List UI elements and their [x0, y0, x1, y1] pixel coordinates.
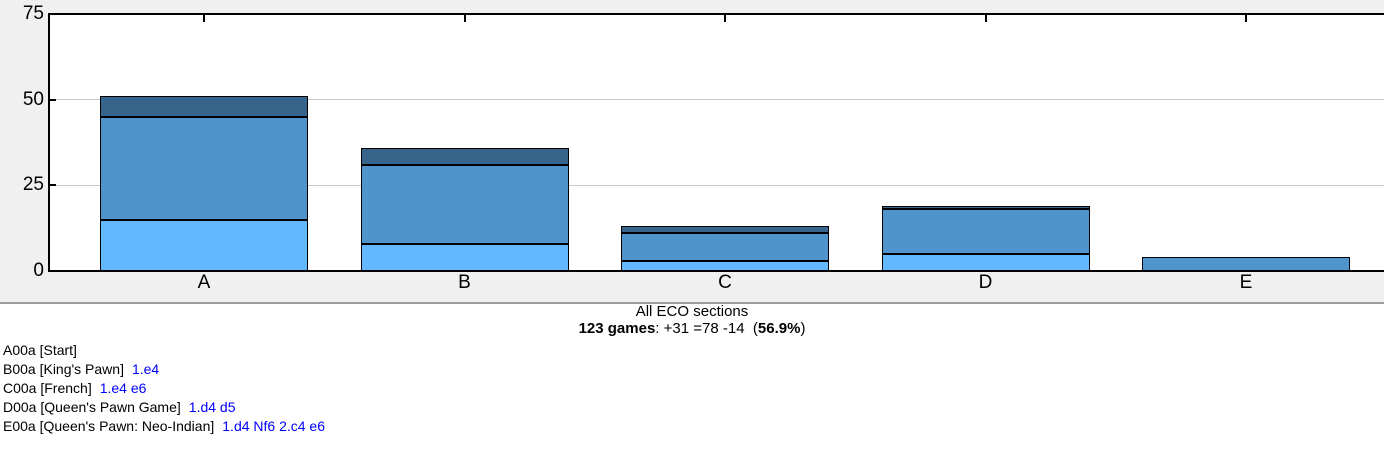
eco-list-row-2: C00a [French] 1.e4 e6	[3, 379, 325, 398]
eco-list-row-4: E00a [Queen's Pawn: Neo-Indian] 1.d4 Nf6 …	[3, 417, 325, 436]
bar-D-draws-segment[interactable]	[881, 209, 1090, 254]
top-tick-D	[984, 15, 987, 22]
eco-moves: 1.d4 d5	[188, 399, 236, 415]
bar-B-draws-segment[interactable]	[360, 164, 569, 244]
eco-moves: 1.d4 Nf6 2.c4 e6	[222, 418, 326, 434]
bar-B-wins-segment[interactable]	[360, 243, 569, 271]
gridline-25	[49, 184, 1384, 186]
y-axis-label-75: 75	[22, 3, 44, 24]
top-tick-C	[724, 15, 726, 22]
bar-C-wins-segment[interactable]	[621, 260, 829, 271]
bar-E-draws-segment[interactable]	[1142, 257, 1350, 271]
games-count: 123 games	[578, 320, 656, 337]
results-text: : +31 =78 -14	[655, 320, 745, 337]
x-label-C: C	[718, 272, 732, 293]
top-axis-line	[49, 13, 1384, 15]
eco-code-name: C00a [French]	[3, 380, 92, 396]
summary-title: All ECO sections	[635, 303, 749, 320]
score-percent: 56.9%	[757, 320, 801, 337]
top-tick-E	[1245, 15, 1247, 22]
eco-list-row-3: D00a [Queen's Pawn Game] 1.d4 d5	[3, 398, 325, 417]
y-axis-label-0: 0	[33, 260, 44, 281]
bar-A-losses-segment[interactable]	[100, 96, 308, 117]
bar-D-wins-segment[interactable]	[881, 253, 1090, 271]
top-tick-B	[463, 15, 466, 22]
bar-D-losses-segment[interactable]	[881, 205, 1090, 210]
summary-games-line: 123 games: +31 =78 -14 (56.9%)	[0, 320, 1384, 338]
chart-footer-divider	[0, 302, 1384, 304]
y-axis-label-25: 25	[22, 174, 44, 196]
eco-code-name: A00a [Start]	[3, 342, 77, 358]
score-group: (56.9%)	[745, 320, 806, 337]
eco-code-name: B00a [King's Pawn]	[3, 361, 124, 377]
top-tick-A	[203, 15, 205, 22]
eco-list-row-0: A00a [Start]	[3, 341, 325, 360]
eco-code-name: D00a [Queen's Pawn Game]	[3, 399, 181, 415]
bar-C-draws-segment[interactable]	[621, 233, 829, 261]
bar-A-draws-segment[interactable]	[100, 116, 308, 220]
bar-C-losses-segment[interactable]	[621, 226, 829, 234]
eco-opening-list: A00a [Start] B00a [King's Pawn] 1.e4 C00a […	[3, 341, 325, 436]
gridline-50	[49, 99, 1384, 101]
x-label-E: E	[1239, 272, 1253, 293]
x-label-A: A	[197, 272, 211, 293]
eco-bar-chart: 0 25 50 75 A B C D E	[0, 0, 1384, 302]
bar-B-losses-segment[interactable]	[360, 147, 569, 165]
eco-code-name: E00a [Queen's Pawn: Neo-Indian]	[3, 418, 215, 434]
x-label-B: B	[458, 272, 471, 293]
y-axis-label-50: 50	[22, 88, 44, 110]
score-open-paren: (	[752, 320, 758, 337]
eco-moves: 1.e4 e6	[99, 380, 147, 396]
y-tick-25	[49, 184, 56, 187]
eco-list-row-1: B00a [King's Pawn] 1.e4	[3, 360, 325, 379]
x-axis-line	[49, 270, 1384, 272]
score-close-paren: )	[800, 320, 806, 337]
bar-A-wins-segment[interactable]	[100, 219, 308, 271]
y-axis-line	[48, 13, 50, 272]
eco-moves: 1.e4	[131, 361, 160, 377]
x-label-D: D	[978, 272, 993, 293]
y-tick-50	[49, 98, 56, 101]
